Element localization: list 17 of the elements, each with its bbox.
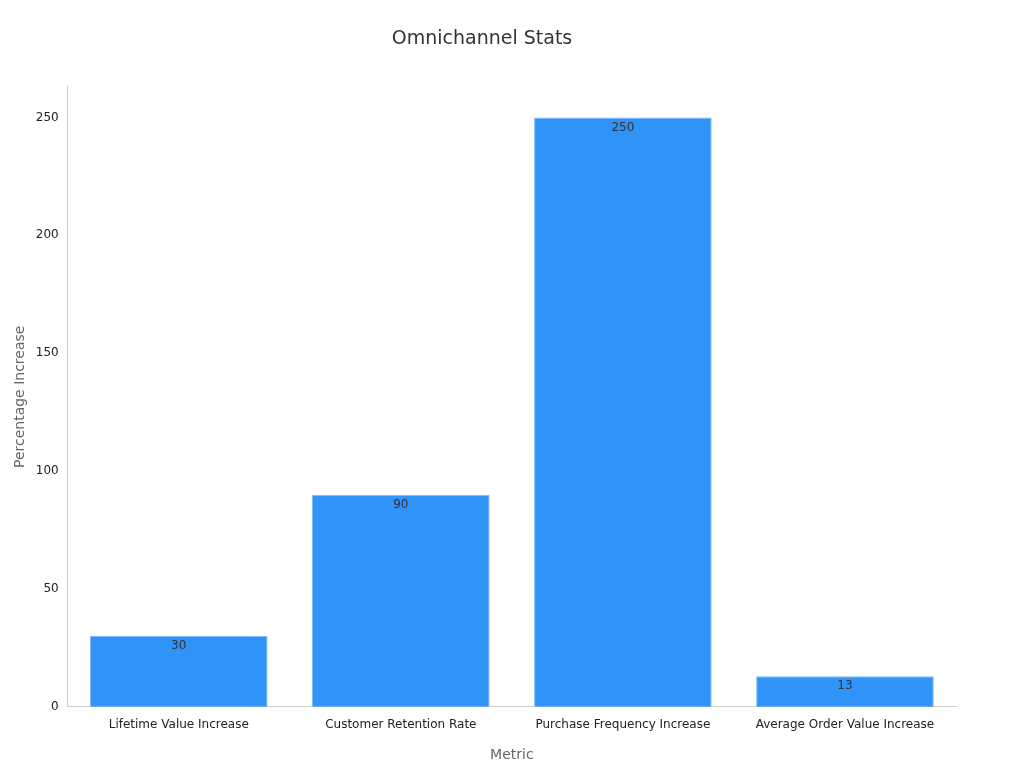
x-tick-label: Lifetime Value Increase xyxy=(108,717,249,732)
y-tick-label: 200 xyxy=(35,227,59,242)
data-label: 13 xyxy=(837,678,853,693)
chart-title: Omnichannel Stats xyxy=(391,26,573,49)
y-tick-label: 100 xyxy=(35,463,59,478)
y-tick-label: 150 xyxy=(35,345,59,360)
y-tick-label: 250 xyxy=(35,109,59,124)
data-label: 250 xyxy=(611,119,635,134)
data-label: 30 xyxy=(171,638,187,653)
y-tick-label: 50 xyxy=(43,581,59,596)
x-tick-label: Purchase Frequency Increase xyxy=(535,717,711,732)
y-tick-label: 0 xyxy=(51,698,59,713)
x-axis-title: Metric xyxy=(490,746,534,763)
x-tick-label: Customer Retention Rate xyxy=(325,717,477,732)
x-tick-label: Average Order Value Increase xyxy=(755,717,935,732)
data-label: 90 xyxy=(393,496,409,511)
y-axis-title: Percentage Increase xyxy=(11,325,28,469)
